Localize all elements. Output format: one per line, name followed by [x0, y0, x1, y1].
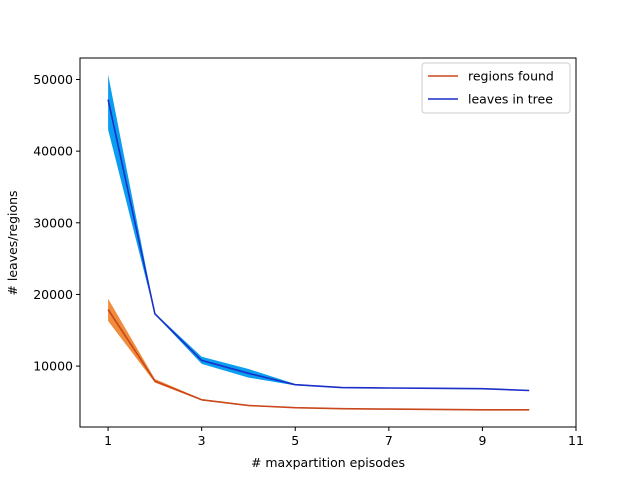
line-series-1	[107, 99, 530, 392]
series-lines	[107, 99, 530, 411]
band-series-1	[108, 74, 530, 391]
legend-label-0: regions found	[468, 69, 554, 84]
x-axis-label: # maxpartition episodes	[251, 455, 405, 470]
legend-box	[421, 62, 571, 114]
plot-frame	[79, 57, 577, 428]
y-axis-label: # leaves/regions	[5, 190, 20, 295]
x-tick-label-3: 7	[385, 433, 393, 448]
legend-label-1: leaves in tree	[468, 92, 553, 107]
band-series-0	[108, 298, 530, 411]
y-tick-label-3: 40000	[33, 144, 73, 159]
y-tick-label-1: 20000	[33, 287, 73, 302]
x-tick-label-0: 1	[104, 433, 112, 448]
x-tick-label-4: 9	[478, 433, 486, 448]
legend: regions found leaves in tree	[421, 62, 571, 114]
x-tick-label-2: 5	[291, 433, 299, 448]
y-tick-label-2: 30000	[33, 215, 73, 230]
x-axis: 1 3 5 7 9 11	[104, 427, 584, 448]
x-tick-label-1: 3	[198, 433, 206, 448]
y-tick-label-0: 10000	[33, 359, 73, 374]
line-series-0	[107, 309, 530, 411]
y-axis: 10000 20000 30000 40000 50000	[33, 72, 80, 374]
confidence-bands	[108, 74, 530, 411]
x-tick-label-5: 11	[568, 433, 584, 448]
y-tick-label-4: 50000	[33, 72, 73, 87]
